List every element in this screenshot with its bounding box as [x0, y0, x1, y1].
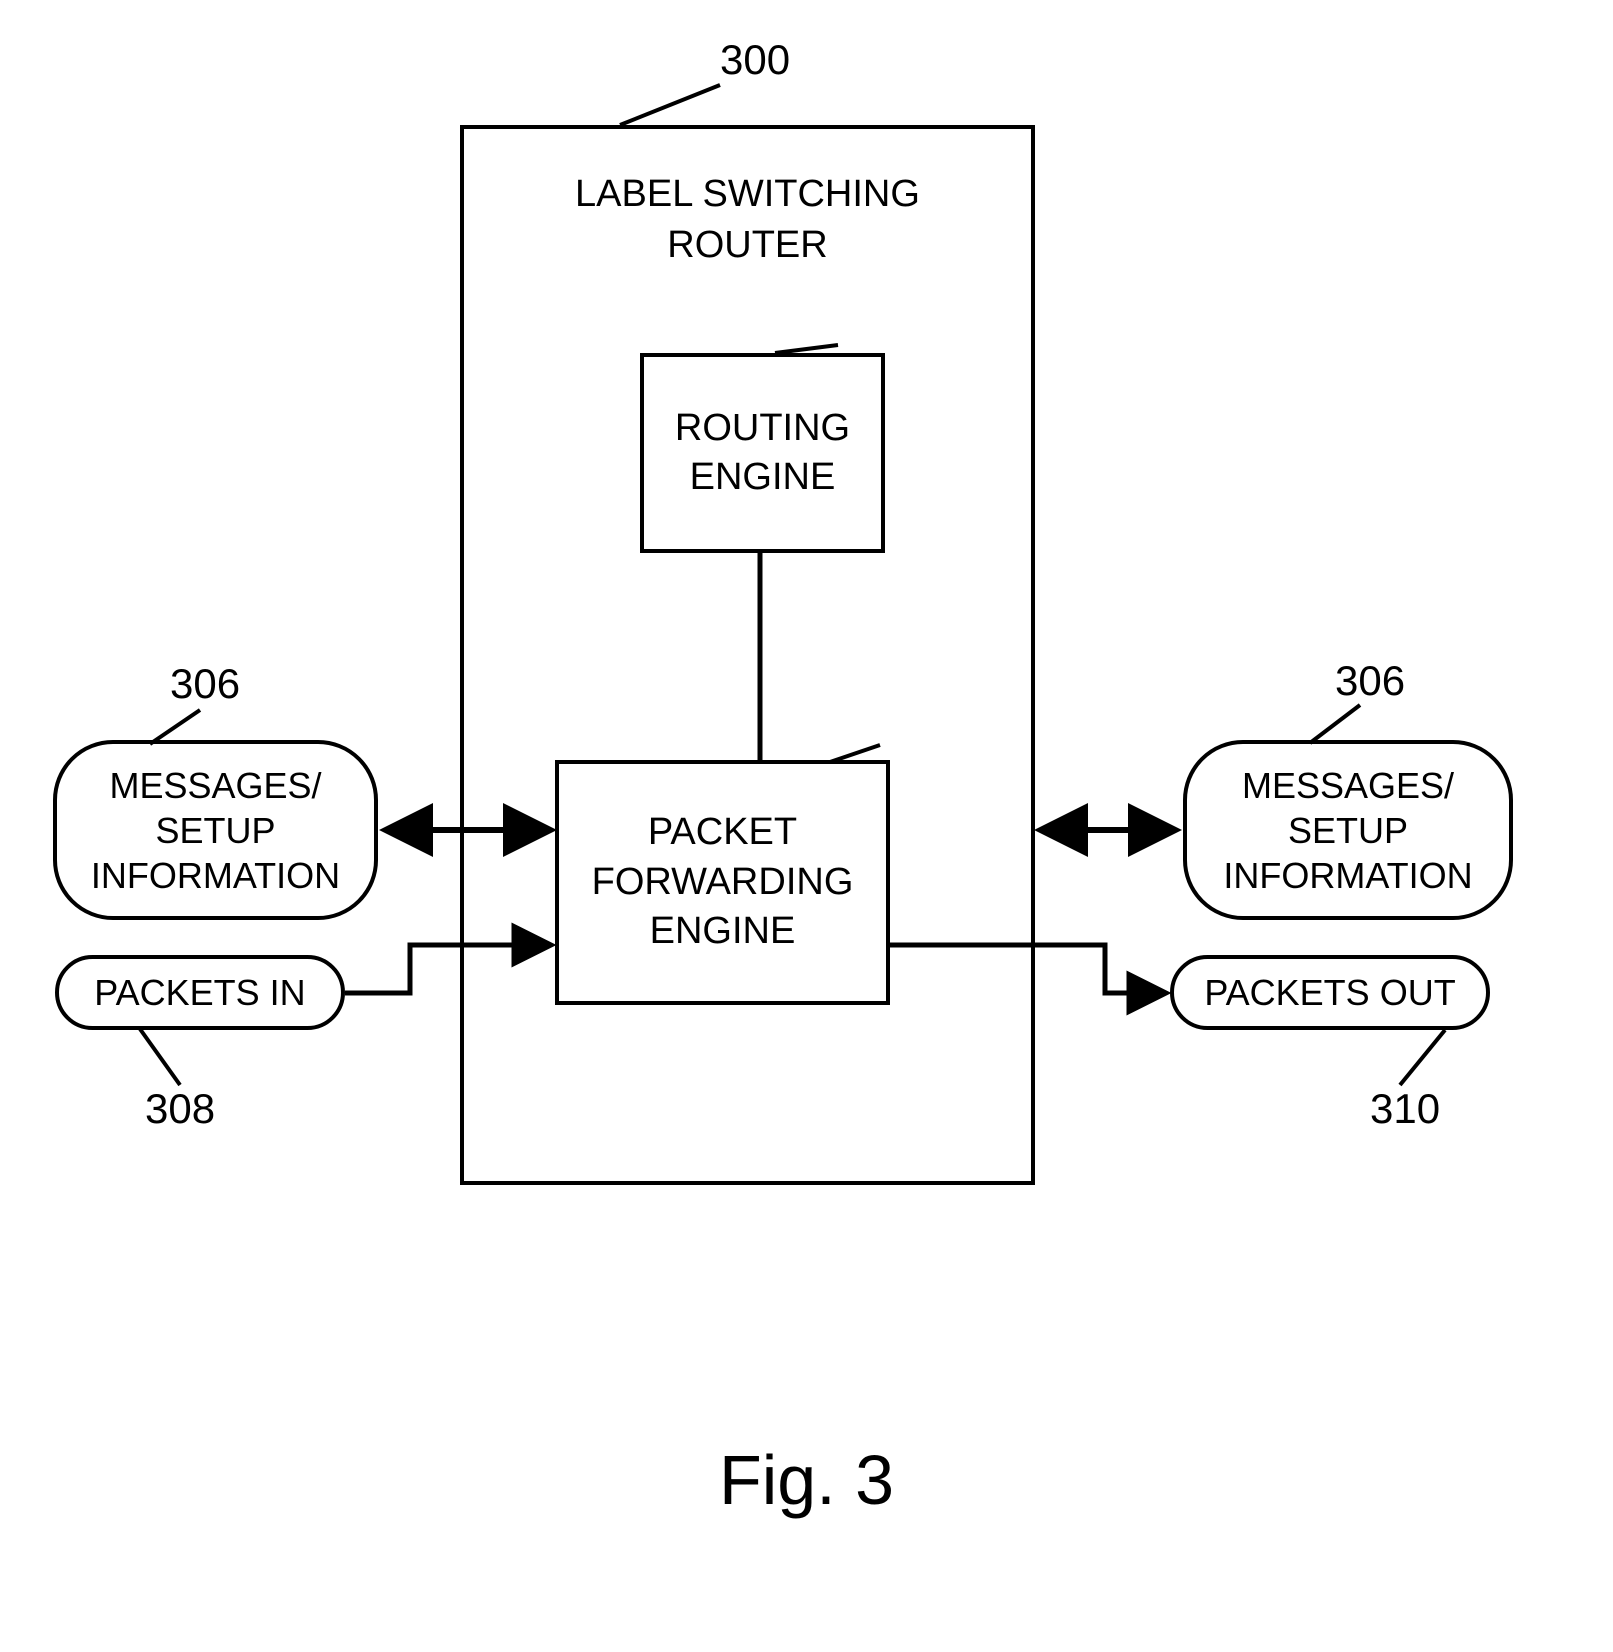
packets-in-label: PACKETS IN	[94, 972, 305, 1014]
messages-left-label: MESSAGES/ SETUP INFORMATION	[91, 763, 340, 898]
pfe-box: PACKET FORWARDING ENGINE	[555, 760, 890, 1005]
messages-right-label: MESSAGES/ SETUP INFORMATION	[1223, 763, 1472, 898]
ref-pkt-in: 308	[145, 1085, 215, 1133]
main-router-title: LABEL SWITCHING ROUTER	[575, 169, 920, 272]
ref-msg-right: 306	[1335, 657, 1405, 705]
figure-caption: Fig. 3	[0, 1440, 1613, 1520]
routing-engine-label: ROUTING ENGINE	[675, 404, 850, 503]
diagram-canvas: 300 302 304 306 306 308 310 LABEL SWITCH…	[0, 0, 1613, 1652]
packets-out-label: PACKETS OUT	[1204, 972, 1455, 1014]
pfe-label: PACKET FORWARDING ENGINE	[592, 808, 854, 956]
main-router-box: LABEL SWITCHING ROUTER	[460, 125, 1035, 1185]
routing-engine-box: ROUTING ENGINE	[640, 353, 885, 553]
messages-right-box: MESSAGES/ SETUP INFORMATION	[1183, 740, 1513, 920]
messages-left-box: MESSAGES/ SETUP INFORMATION	[53, 740, 378, 920]
packets-in-box: PACKETS IN	[55, 955, 345, 1030]
packets-out-box: PACKETS OUT	[1170, 955, 1490, 1030]
ref-main: 300	[720, 36, 790, 84]
ref-pkt-out: 310	[1370, 1085, 1440, 1133]
ref-msg-left: 306	[170, 660, 240, 708]
